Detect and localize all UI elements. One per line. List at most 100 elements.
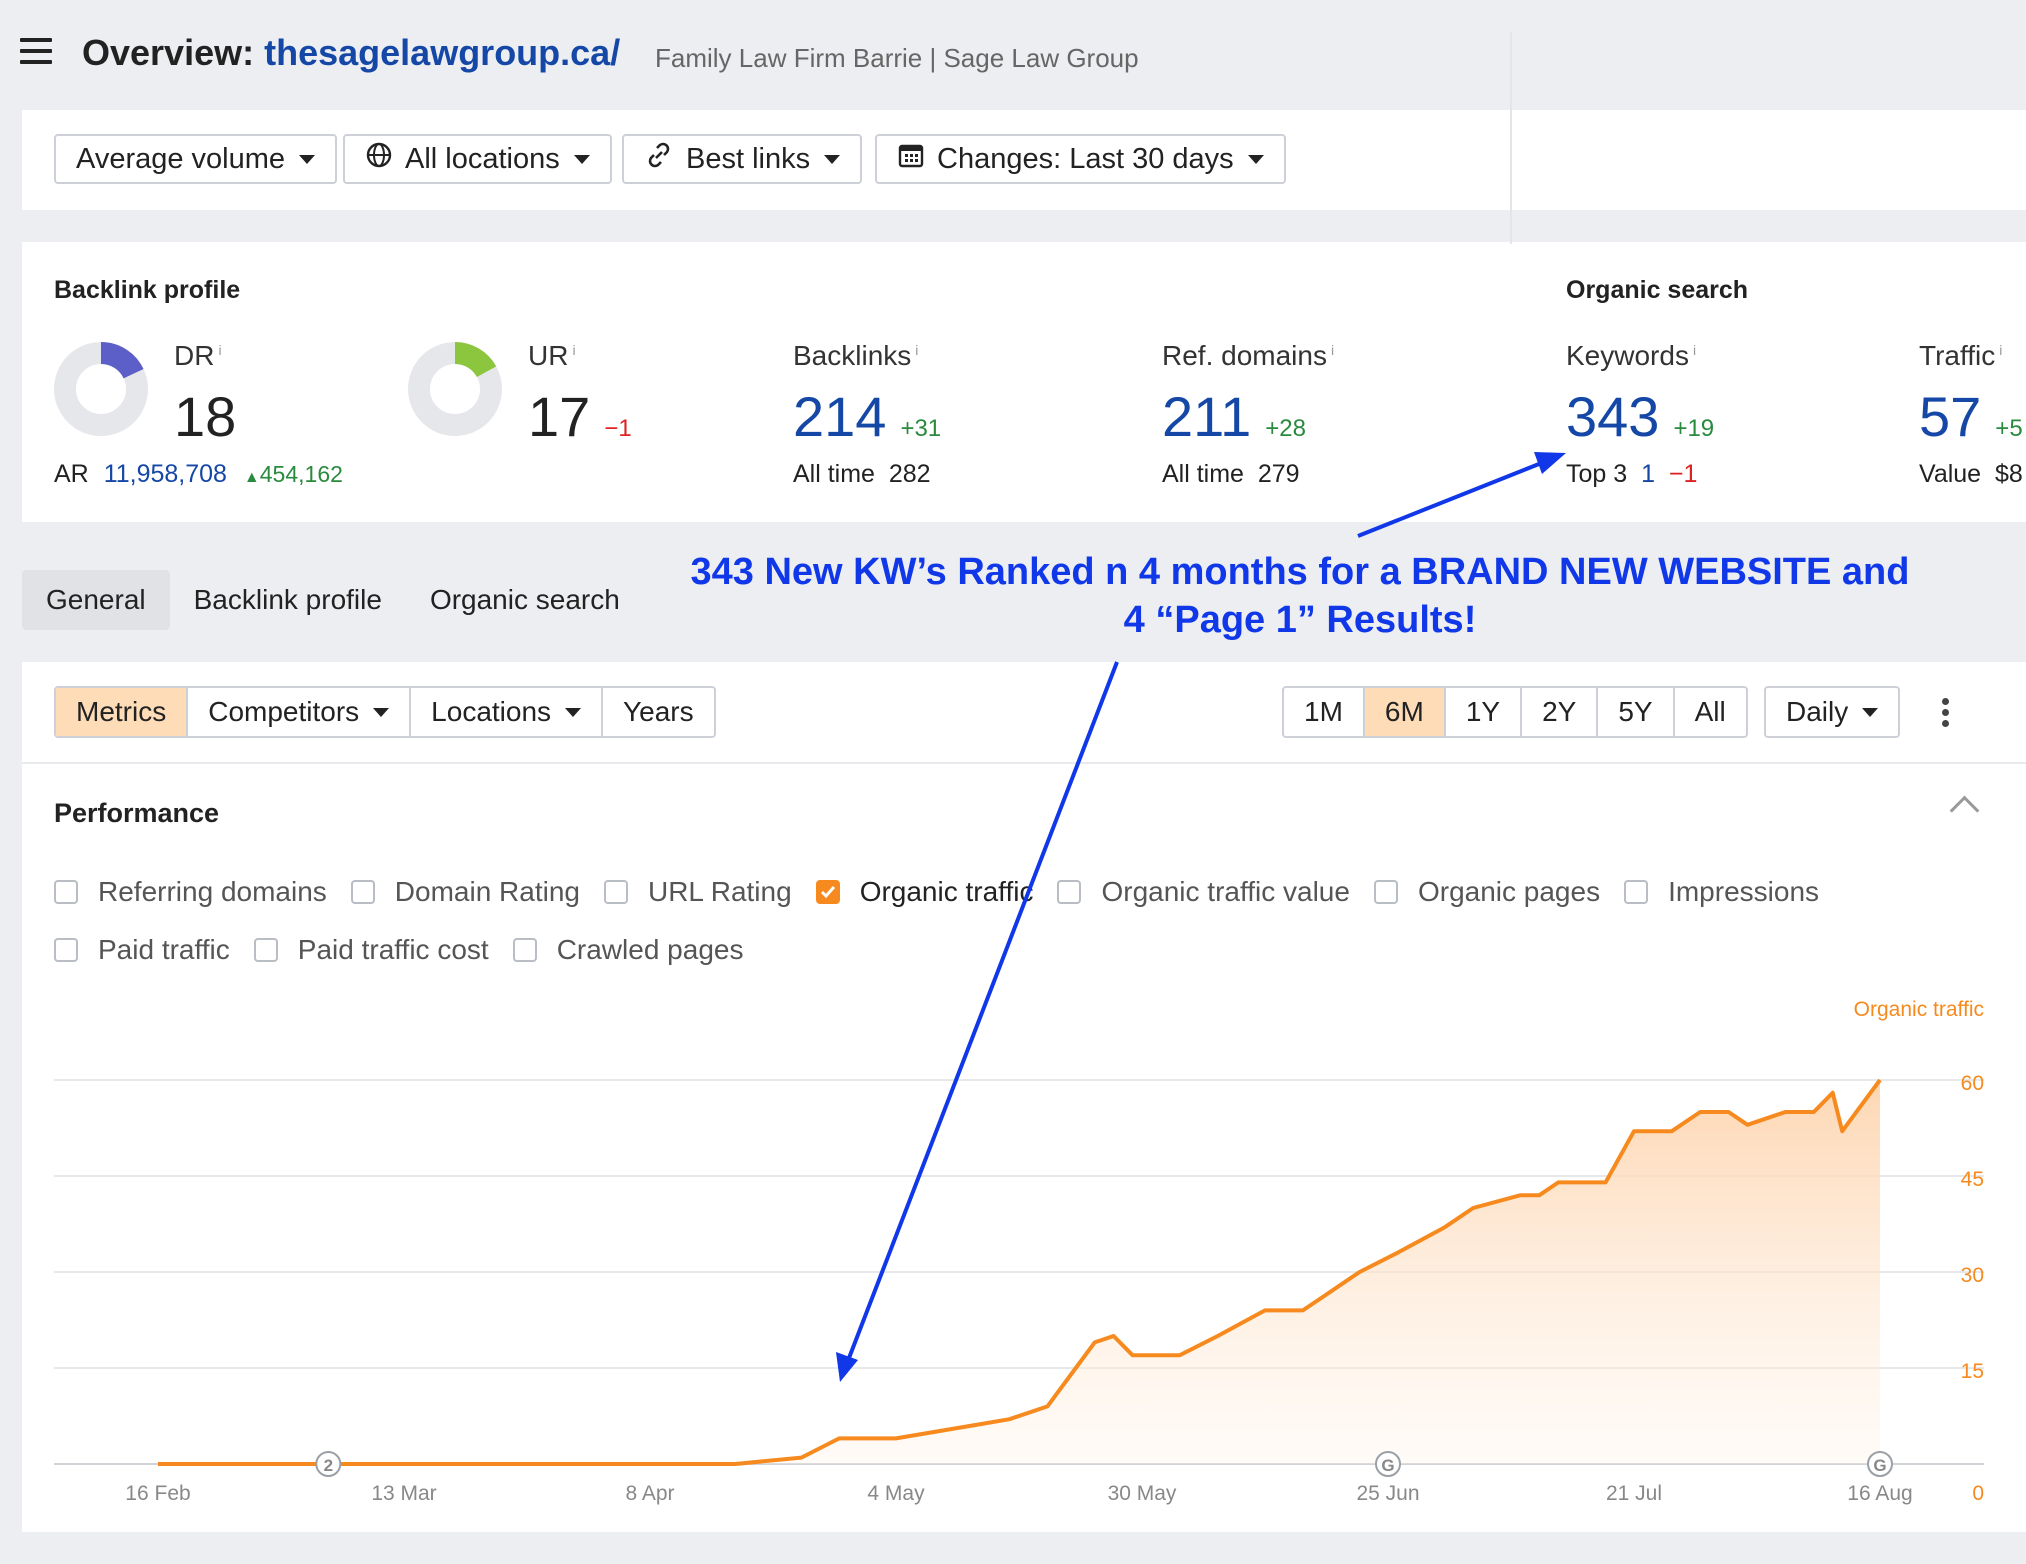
info-icon[interactable]: i	[1692, 341, 1697, 358]
dr-value: 18	[174, 385, 237, 448]
hamburger-menu-icon[interactable]	[20, 38, 52, 66]
tab-organic-search[interactable]: Organic search	[429, 584, 620, 615]
interval-dropdown-inner[interactable]: Daily	[1766, 688, 1898, 736]
checkbox-organic-pages[interactable]: Organic pages	[1373, 876, 1600, 908]
info-icon[interactable]: i	[1330, 341, 1335, 358]
range-all-button[interactable]: All	[1694, 696, 1726, 727]
top3-value[interactable]: 1	[1641, 460, 1655, 488]
ar-label: AR	[54, 460, 89, 488]
checkbox-label: Crawled pages	[556, 934, 744, 965]
y-axis-title: Organic traffic	[1854, 998, 1984, 1021]
checkbox-impressions[interactable]: Impressions	[1624, 876, 1819, 908]
backlinks-all-time-value: 282	[888, 460, 931, 488]
checkbox-referring-domains[interactable]: Referring domains	[54, 876, 327, 908]
checkbox-organic-traffic-value[interactable]: Organic traffic value	[1057, 876, 1350, 908]
ref-domains-all-time-value: 279	[1257, 460, 1300, 488]
target-domain-link[interactable]: thesagelawgroup.ca/	[264, 32, 621, 73]
x-tick-label: 16 Aug	[1847, 1482, 1912, 1505]
ur-donut-fill	[454, 342, 497, 378]
chart-event-marker[interactable]: 2	[315, 1451, 342, 1477]
info-icon[interactable]: i	[1999, 341, 2003, 358]
ar-value[interactable]: 11,958,708	[103, 460, 227, 488]
range-5y-button[interactable]: 5Y	[1598, 688, 1675, 736]
info-icon[interactable]: i	[572, 341, 576, 358]
ur-donut-chart	[408, 342, 502, 436]
dr-label-text: DR	[174, 340, 215, 371]
checkbox-box[interactable]	[512, 938, 537, 962]
traffic-value[interactable]: 57	[1919, 385, 1982, 448]
performance-title: Performance	[54, 798, 220, 828]
checkbox-box[interactable]	[1624, 880, 1649, 904]
keywords-value-row: 343 +19	[1566, 384, 1714, 449]
chart-event-marker[interactable]: G	[1375, 1451, 1401, 1477]
range-6m-button[interactable]: 6M	[1364, 688, 1446, 736]
locations-dropdown[interactable]: All locations	[343, 134, 612, 184]
checkbox-url-rating[interactable]: URL Rating	[603, 876, 792, 908]
marker-label: G	[1873, 1456, 1886, 1475]
checkbox-box[interactable]	[54, 880, 78, 904]
locations-view-dropdown[interactable]: Locations	[411, 688, 604, 736]
tab-general[interactable]: General	[22, 570, 170, 630]
caret-down-icon	[824, 154, 841, 164]
checkbox-box-checked[interactable]	[815, 880, 840, 904]
backlinks-label-text: Backlinks	[793, 340, 912, 371]
metrics-view-button[interactable]: Metrics	[56, 688, 189, 736]
calendar-icon	[897, 141, 925, 177]
checkbox-label: Referring domains	[98, 876, 327, 907]
checkbox-box[interactable]	[350, 880, 375, 904]
checkbox-crawled-pages[interactable]: Crawled pages	[512, 934, 744, 966]
ref-domains-all-time: All time 279	[1162, 460, 1300, 489]
keywords-label-text: Keywords	[1566, 340, 1689, 371]
link-icon	[644, 140, 674, 178]
ur-metric-label: UR i	[528, 340, 576, 372]
checkbox-box[interactable]	[54, 938, 78, 962]
interval-dropdown[interactable]: Daily	[1764, 686, 1901, 738]
range-1y-button[interactable]: 1Y	[1446, 688, 1523, 736]
checkbox-paid-traffic[interactable]: Paid traffic	[54, 934, 230, 966]
checkbox-domain-rating[interactable]: Domain Rating	[350, 876, 580, 908]
changes-dropdown[interactable]: Changes: Last 30 days	[875, 134, 1286, 184]
range-2y-button[interactable]: 2Y	[1522, 688, 1599, 736]
traffic-delta: +5	[1995, 415, 2023, 442]
top3-label: Top 3	[1566, 460, 1628, 488]
traffic-value-sub: Value $8	[1919, 460, 2026, 489]
changes-dropdown-label: Changes: Last 30 days	[937, 142, 1234, 175]
backlinks-value[interactable]: 214	[793, 385, 887, 448]
competitors-dropdown[interactable]: Competitors	[188, 688, 412, 736]
ref-domains-delta: +28	[1265, 415, 1306, 442]
backlinks-delta: +31	[900, 415, 942, 442]
checkbox-paid-traffic-cost[interactable]: Paid traffic cost	[253, 934, 489, 966]
checkbox-organic-traffic[interactable]: Organic traffic	[815, 876, 1033, 908]
competitors-label: Competitors	[208, 696, 360, 727]
ref-domains-value[interactable]: 211	[1162, 385, 1252, 448]
info-icon[interactable]: i	[218, 341, 222, 358]
caret-down-icon	[299, 154, 316, 164]
checkbox-box[interactable]	[253, 938, 278, 962]
info-icon[interactable]: i	[915, 341, 919, 358]
keywords-value[interactable]: 343	[1566, 385, 1660, 448]
checkbox-box[interactable]	[1057, 880, 1082, 904]
ar-delta-value: 454,162	[259, 461, 343, 487]
y-tick-label: 45	[1961, 1168, 1984, 1191]
title-prefix: Overview:	[82, 32, 255, 73]
traffic-value-amount: $8	[1995, 460, 2023, 488]
volume-dropdown[interactable]: Average volume	[54, 134, 338, 184]
range-1m-button[interactable]: 1M	[1284, 688, 1365, 736]
chart-event-marker[interactable]: G	[1867, 1451, 1893, 1477]
tab-backlink-profile[interactable]: Backlink profile	[193, 584, 382, 615]
checkbox-box[interactable]	[603, 880, 628, 904]
ref-domains-all-time-label: All time	[1162, 460, 1244, 488]
years-view-button[interactable]: Years	[623, 696, 694, 727]
checkbox-box[interactable]	[1373, 880, 1398, 904]
ar-delta: ▲454,162	[244, 461, 343, 487]
keywords-metric-label: Keywords i	[1566, 340, 1696, 372]
caret-down-icon	[1247, 154, 1264, 164]
backlinks-all-time-label: All time	[793, 460, 875, 488]
ur-value-row: 17 −1	[528, 384, 632, 449]
more-options-icon[interactable]	[1942, 698, 1950, 731]
checkbox-label: Domain Rating	[394, 876, 580, 907]
organic-search-heading: Organic search	[1566, 276, 1749, 304]
links-dropdown[interactable]: Best links	[622, 134, 863, 184]
traffic-value-label: Value	[1919, 460, 1982, 488]
x-tick-label: 21 Jul	[1606, 1482, 1662, 1505]
